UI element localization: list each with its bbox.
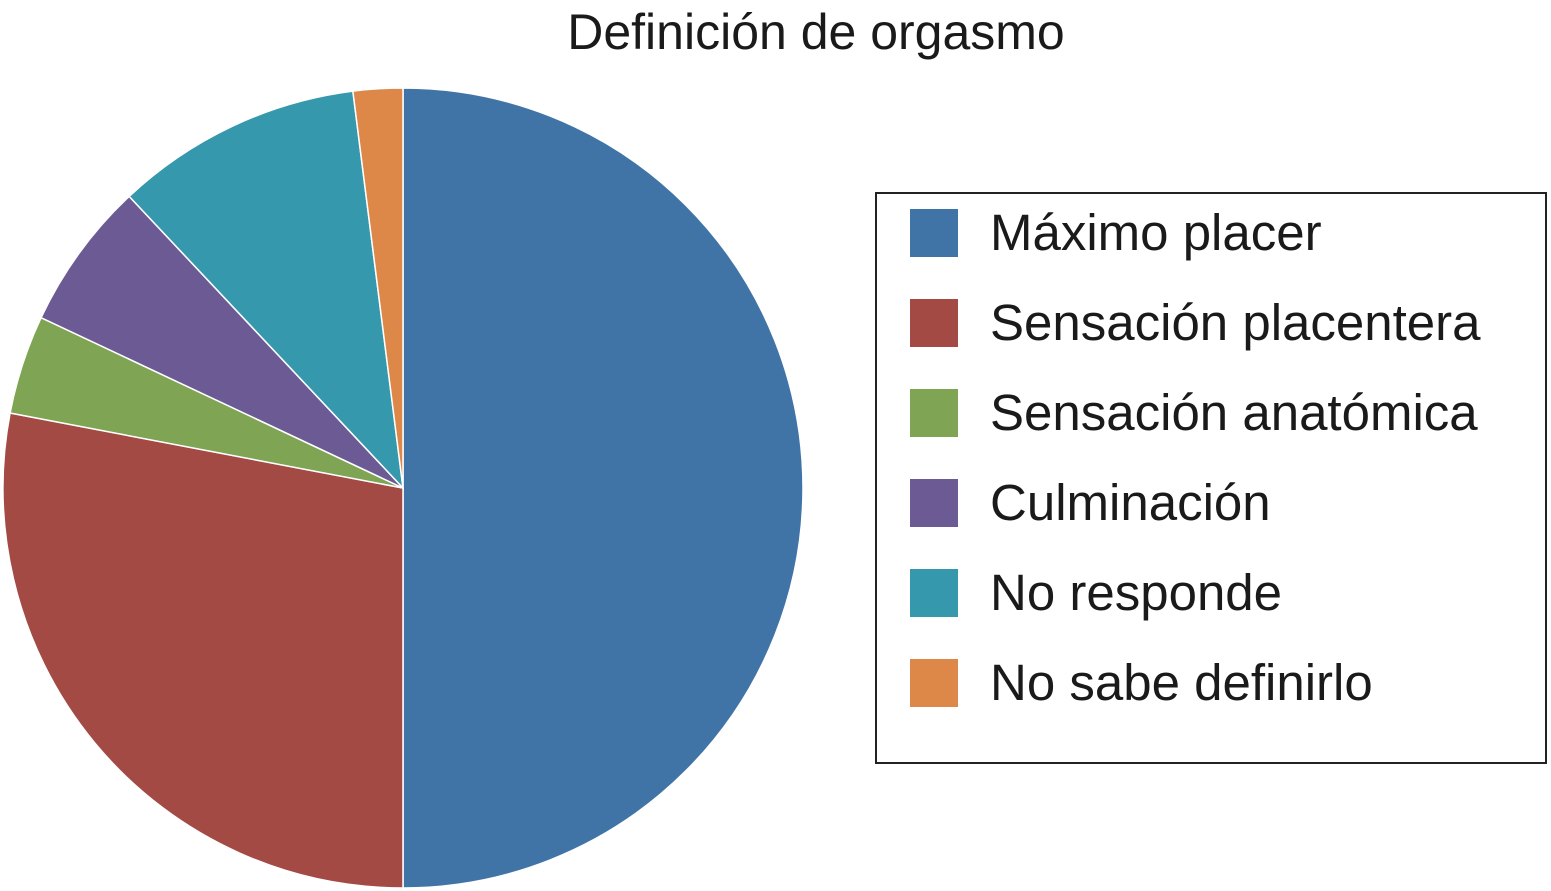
- legend-swatch: [910, 389, 958, 437]
- legend: Máximo placer Sensación placentera Sensa…: [875, 192, 1547, 764]
- legend-swatch: [910, 209, 958, 257]
- legend-swatch: [910, 299, 958, 347]
- legend-item-sensacion-placentera: Sensación placentera: [910, 293, 1481, 353]
- pie-slice-no-responde: [128, 90, 405, 491]
- pie-slice-no-sabe-definirlo: [352, 87, 404, 489]
- legend-item-sensacion-anatomica: Sensación anatómica: [910, 383, 1478, 443]
- legend-swatch: [910, 659, 958, 707]
- legend-label: No responde: [990, 564, 1283, 621]
- pie-slice-culminacion: [40, 195, 404, 489]
- legend-item-no-sabe-definirlo: No sabe definirlo: [910, 653, 1373, 713]
- pie-slice-sensacion-placentera: [2, 412, 404, 889]
- legend-label: Sensación placentera: [990, 294, 1481, 351]
- chart-title: Definición de orgasmo: [567, 4, 1065, 60]
- pie-chart: [2, 87, 804, 889]
- legend-swatch: [910, 569, 958, 617]
- pie-slice-maximo-placer: [402, 87, 804, 889]
- legend-label: No sabe definirlo: [990, 654, 1373, 711]
- legend-label: Sensación anatómica: [990, 384, 1478, 441]
- legend-item-maximo-placer: Máximo placer: [910, 203, 1322, 263]
- legend-item-no-responde: No responde: [910, 563, 1282, 623]
- legend-label: Culminación: [990, 474, 1271, 531]
- legend-label: Máximo placer: [990, 204, 1322, 261]
- legend-swatch: [910, 479, 958, 527]
- legend-item-culminacion: Culminación: [910, 473, 1271, 533]
